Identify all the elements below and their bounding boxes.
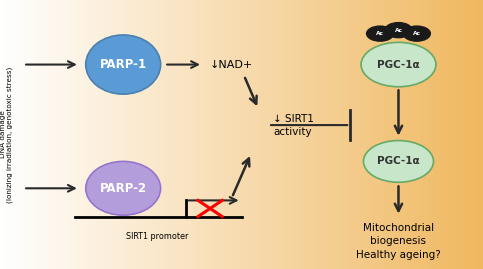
Text: PGC-1α: PGC-1α <box>377 156 420 167</box>
Circle shape <box>385 23 412 38</box>
Text: PGC-1α: PGC-1α <box>377 59 420 70</box>
Text: Ac: Ac <box>413 31 421 36</box>
Text: ↓ SIRT1
activity: ↓ SIRT1 activity <box>273 114 314 137</box>
Text: ↓NAD+: ↓NAD+ <box>210 59 254 70</box>
Ellipse shape <box>86 35 160 94</box>
Text: DNA damage
(Ionizing irradiation, genotoxic stress): DNA damage (Ionizing irradiation, genoto… <box>0 66 13 203</box>
Text: SIRT1 promoter: SIRT1 promoter <box>126 232 188 241</box>
Ellipse shape <box>86 161 160 215</box>
Text: PARP-1: PARP-1 <box>99 58 147 71</box>
Text: Ac: Ac <box>395 28 402 33</box>
Text: Mitochondrial
biogenesis
Healthy ageing?: Mitochondrial biogenesis Healthy ageing? <box>356 223 441 260</box>
Circle shape <box>403 26 430 41</box>
Circle shape <box>367 26 394 41</box>
Ellipse shape <box>364 140 434 182</box>
Ellipse shape <box>361 43 436 87</box>
Text: Ac: Ac <box>376 31 384 36</box>
Text: PARP-2: PARP-2 <box>99 182 147 195</box>
